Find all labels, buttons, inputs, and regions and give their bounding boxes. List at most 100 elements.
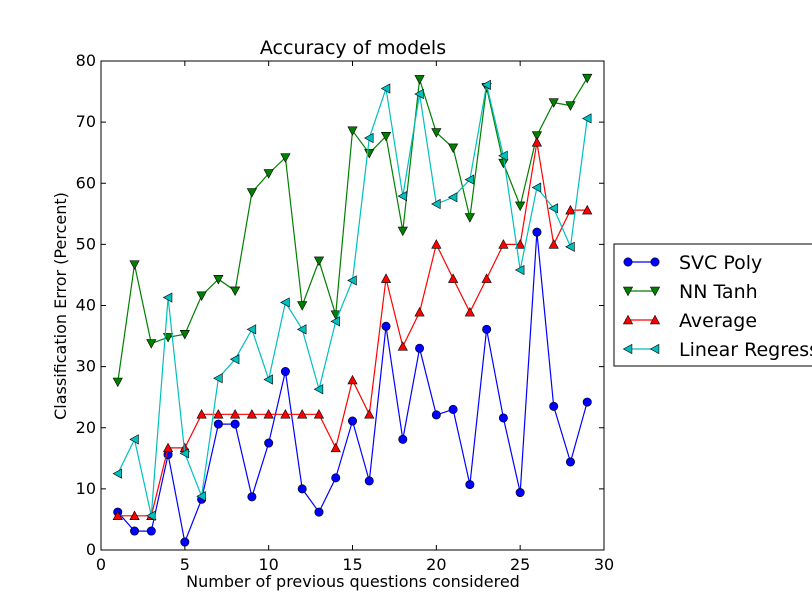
x-tick-label: 25: [510, 555, 530, 574]
data-point-nn-tanh: [397, 226, 408, 237]
data-point-linear-regression: [397, 190, 408, 202]
data-point-linear-regression: [548, 203, 558, 214]
data-point-linear-regression: [146, 510, 156, 521]
data-point-svc-poly: [448, 404, 458, 414]
data-point-linear-regression: [246, 324, 257, 335]
y-tick-label: 40: [76, 296, 96, 315]
data-point-linear-regression: [213, 373, 223, 384]
data-point-svc-poly: [130, 526, 140, 536]
data-point-average: [481, 273, 492, 283]
data-point-svc-poly: [398, 434, 408, 444]
data-point-nn-tanh: [582, 73, 593, 84]
plot-area: [112, 73, 593, 547]
data-point-average: [313, 409, 325, 419]
data-point-nn-tanh: [464, 213, 475, 223]
data-point-nn-tanh: [196, 291, 207, 301]
y-tick-label: 20: [76, 418, 96, 437]
legend-label-linear-regression: Linear Regression: [679, 339, 812, 361]
y-axis-label: Classification Error (Percent): [51, 192, 70, 420]
data-point-nn-tanh: [112, 377, 123, 388]
data-point-nn-tanh: [246, 188, 258, 198]
data-point-svc-poly: [247, 492, 257, 502]
data-point-linear-regression: [380, 83, 391, 94]
legend-marker-svc-poly: [650, 257, 660, 267]
legend-marker-average: [649, 314, 661, 325]
series-linear-regression: [112, 79, 592, 521]
data-point-average: [582, 204, 593, 215]
chart-title: Accuracy of models: [260, 37, 446, 59]
legend-label-svc-poly: SVC Poly: [679, 252, 762, 274]
data-point-nn-tanh: [297, 301, 308, 311]
data-point-linear-regression: [263, 374, 273, 385]
data-point-linear-regression: [531, 182, 542, 193]
data-point-average: [230, 409, 241, 419]
data-point-nn-tanh: [565, 101, 576, 111]
legend-marker-linear-regression: [622, 343, 633, 355]
data-point-linear-regression: [296, 324, 307, 335]
data-point-svc-poly: [532, 227, 542, 237]
data-point-nn-tanh: [531, 131, 543, 141]
data-point-linear-regression: [229, 354, 240, 365]
data-point-linear-regression: [364, 132, 374, 144]
data-point-linear-regression: [313, 384, 324, 395]
x-axis-label: Number of previous questions considered: [186, 572, 520, 591]
data-point-average: [129, 510, 140, 520]
data-point-average: [162, 442, 174, 453]
legend-marker-nn-tanh: [622, 286, 634, 297]
data-point-svc-poly: [314, 507, 324, 517]
data-point-svc-poly: [264, 438, 274, 448]
data-point-svc-poly: [230, 419, 240, 429]
data-point-nn-tanh: [515, 201, 526, 212]
legend-frame: [613, 243, 812, 367]
data-point-svc-poly: [280, 367, 290, 377]
data-point-nn-tanh: [447, 143, 459, 154]
data-point-average: [431, 239, 442, 249]
data-point-nn-tanh: [548, 98, 559, 108]
series-svc-poly: [113, 227, 592, 547]
data-point-svc-poly: [331, 473, 341, 483]
data-point-svc-poly: [465, 480, 475, 490]
data-point-linear-regression: [196, 491, 206, 502]
data-point-svc-poly: [515, 488, 525, 498]
legend-marker-linear-regression: [649, 343, 660, 355]
data-point-svc-poly: [146, 526, 156, 536]
data-point-linear-regression: [414, 88, 424, 100]
data-point-linear-regression: [129, 434, 139, 445]
data-point-linear-regression: [582, 113, 592, 124]
data-point-linear-regression: [481, 79, 491, 90]
x-tick-label: 20: [426, 555, 446, 574]
data-point-svc-poly: [482, 324, 492, 334]
data-point-linear-regression: [112, 468, 122, 479]
data-point-nn-tanh: [129, 260, 140, 270]
data-point-average: [213, 409, 224, 419]
x-tick-label: 30: [594, 555, 614, 574]
data-point-svc-poly: [431, 410, 441, 420]
data-point-nn-tanh: [263, 169, 274, 179]
data-point-svc-poly: [381, 321, 391, 331]
data-point-average: [112, 510, 123, 520]
data-point-average: [297, 409, 308, 419]
data-point-nn-tanh: [313, 256, 325, 267]
data-point-svc-poly: [297, 484, 307, 494]
data-point-average: [196, 409, 207, 419]
data-point-average: [565, 204, 576, 215]
x-tick-label: 5: [180, 555, 190, 574]
y-tick-label: 60: [76, 173, 96, 192]
data-point-nn-tanh: [431, 128, 442, 138]
data-point-nn-tanh: [213, 275, 224, 285]
y-tick-label: 50: [76, 234, 96, 253]
y-tick-label: 10: [76, 479, 96, 498]
data-point-average: [447, 273, 459, 283]
data-point-nn-tanh: [230, 286, 241, 297]
data-point-svc-poly: [582, 397, 592, 407]
data-point-linear-regression: [162, 292, 173, 303]
data-point-average: [397, 341, 408, 351]
y-tick-label: 0: [86, 540, 96, 559]
data-point-svc-poly: [549, 401, 559, 411]
data-point-linear-regression: [347, 275, 357, 286]
data-point-average: [380, 273, 392, 283]
data-point-nn-tanh: [179, 330, 190, 340]
data-point-nn-tanh: [280, 153, 291, 163]
legend-marker-nn-tanh: [649, 286, 661, 297]
data-point-average: [364, 409, 375, 419]
